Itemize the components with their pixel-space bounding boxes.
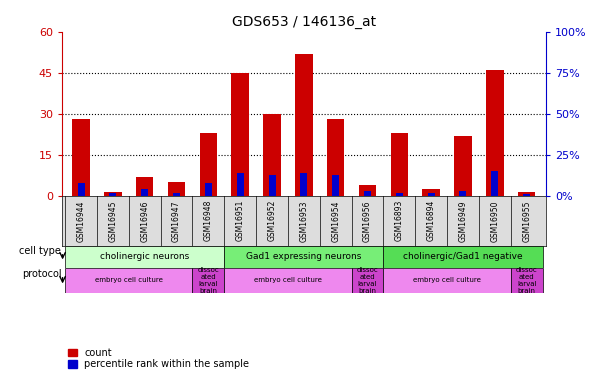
- Text: GSM16949: GSM16949: [458, 200, 467, 242]
- Bar: [491, 171, 499, 196]
- Bar: [231, 73, 249, 196]
- Legend: count, percentile rank within the sample: count, percentile rank within the sample: [67, 347, 250, 370]
- Text: dissoc
ated
larval
brain: dissoc ated larval brain: [198, 267, 219, 294]
- Text: cell type: cell type: [19, 246, 61, 256]
- Text: GSM16893: GSM16893: [395, 200, 404, 242]
- Bar: [295, 54, 313, 196]
- Text: GSM16955: GSM16955: [522, 200, 531, 242]
- Bar: [352, 268, 384, 292]
- Text: GSM16948: GSM16948: [204, 200, 213, 242]
- Bar: [518, 192, 535, 196]
- Bar: [104, 192, 122, 196]
- Text: embryo cell culture: embryo cell culture: [254, 277, 322, 283]
- Bar: [65, 246, 224, 268]
- Text: GSM16946: GSM16946: [140, 200, 149, 242]
- Bar: [384, 268, 511, 292]
- Bar: [300, 173, 307, 196]
- Bar: [391, 133, 408, 196]
- Bar: [224, 246, 384, 268]
- Text: protocol: protocol: [22, 269, 61, 279]
- Text: embryo cell culture: embryo cell culture: [95, 277, 163, 283]
- Bar: [486, 70, 504, 196]
- Bar: [332, 174, 339, 196]
- Bar: [205, 183, 212, 196]
- Bar: [136, 177, 153, 196]
- Bar: [199, 133, 217, 196]
- Bar: [523, 194, 530, 196]
- Text: GSM16956: GSM16956: [363, 200, 372, 242]
- Bar: [224, 268, 352, 292]
- Text: GSM16953: GSM16953: [299, 200, 309, 242]
- Bar: [396, 193, 403, 196]
- Text: dissoc
ated
larval
brain: dissoc ated larval brain: [356, 267, 378, 294]
- Text: cholinergic neurons: cholinergic neurons: [100, 252, 189, 261]
- Bar: [327, 119, 345, 196]
- Title: GDS653 / 146136_at: GDS653 / 146136_at: [232, 15, 376, 30]
- Bar: [192, 268, 224, 292]
- Bar: [73, 119, 90, 196]
- Bar: [422, 189, 440, 196]
- Bar: [268, 174, 276, 196]
- Bar: [168, 182, 185, 196]
- Bar: [237, 173, 244, 196]
- Bar: [428, 193, 435, 196]
- Text: GSM16950: GSM16950: [490, 200, 499, 242]
- Text: GSM16947: GSM16947: [172, 200, 181, 242]
- Bar: [384, 246, 543, 268]
- Bar: [511, 268, 543, 292]
- Text: GSM16945: GSM16945: [109, 200, 117, 242]
- Bar: [141, 189, 148, 196]
- Text: GSM16952: GSM16952: [267, 200, 277, 242]
- Bar: [65, 268, 192, 292]
- Text: cholinergic/Gad1 negative: cholinergic/Gad1 negative: [403, 252, 523, 261]
- Text: dissoc
ated
larval
brain: dissoc ated larval brain: [516, 267, 537, 294]
- Text: Gad1 expressing neurons: Gad1 expressing neurons: [246, 252, 362, 261]
- Bar: [77, 183, 84, 196]
- Text: GSM16944: GSM16944: [77, 200, 86, 242]
- Bar: [173, 193, 180, 196]
- Bar: [460, 191, 467, 196]
- Text: embryo cell culture: embryo cell culture: [413, 277, 481, 283]
- Text: GSM16951: GSM16951: [235, 200, 245, 242]
- Bar: [364, 191, 371, 196]
- Bar: [263, 114, 281, 196]
- Text: GSM16954: GSM16954: [331, 200, 340, 242]
- Bar: [109, 193, 116, 196]
- Bar: [454, 136, 472, 196]
- Bar: [359, 185, 376, 196]
- Text: GSM16894: GSM16894: [427, 200, 435, 242]
